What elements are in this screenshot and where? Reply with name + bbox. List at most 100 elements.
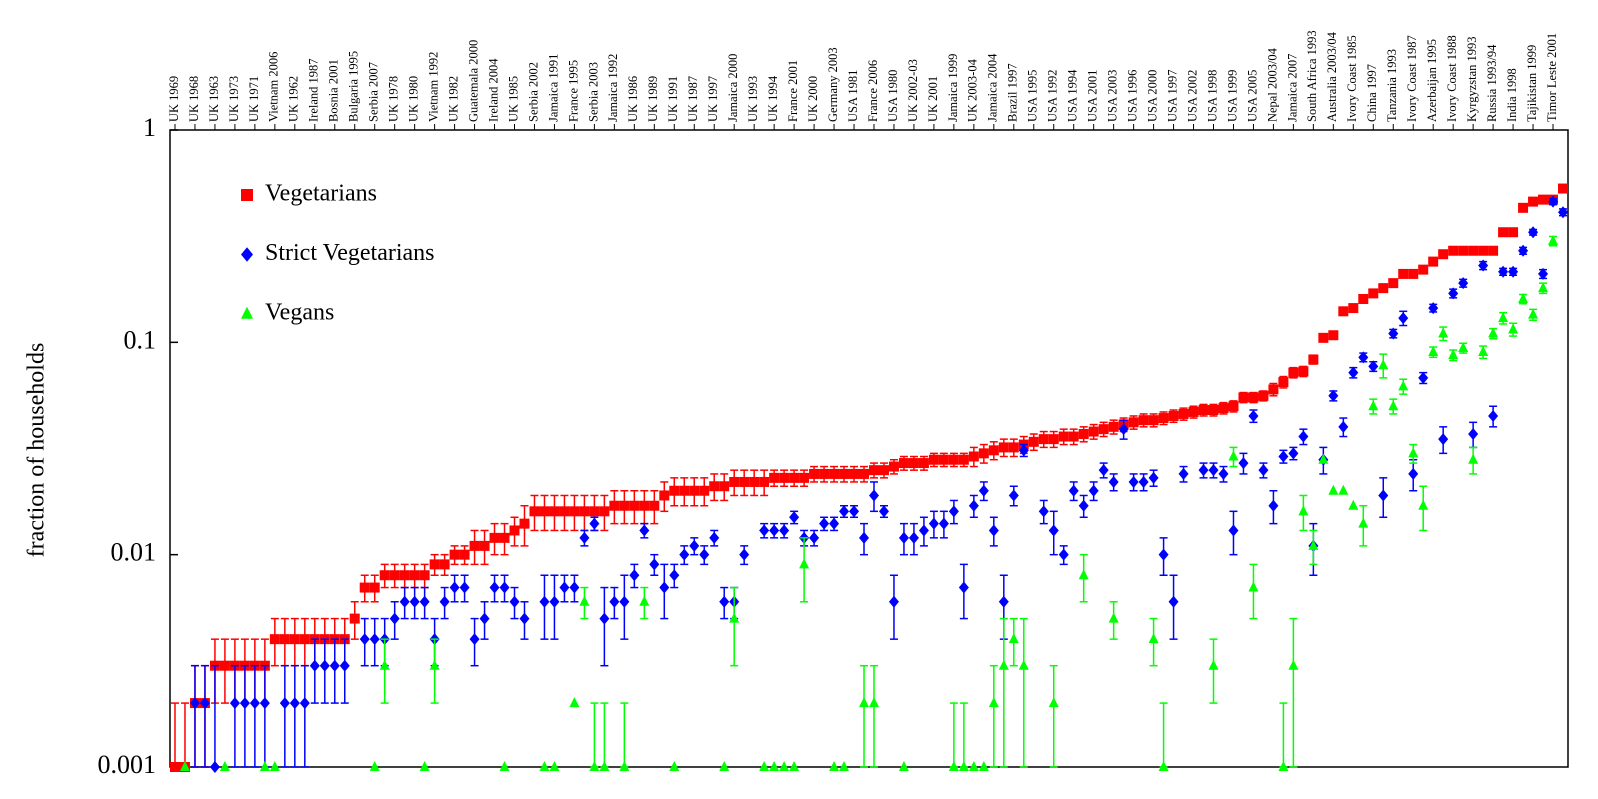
data-point [459,549,470,560]
data-point [839,761,850,771]
data-point [1048,697,1059,708]
data-point [459,581,470,594]
data-point [219,761,230,771]
data-point [1378,489,1389,502]
data-point [1508,323,1519,334]
x-tick-label: France 1995 [566,60,580,122]
data-point [1478,245,1489,256]
data-point [769,761,780,771]
x-tick-label: UK 1989 [646,76,660,122]
data-point [519,612,530,625]
data-point [1148,633,1159,644]
x-tick-label: USA 1994 [1066,69,1080,122]
data-point [619,595,630,608]
data-point [1128,417,1139,428]
data-point [399,570,410,581]
x-tick-label: UK 1973 [227,76,241,122]
data-point [1488,327,1499,338]
data-point [579,531,590,544]
data-point [599,506,610,517]
data-point [1438,327,1449,338]
data-point [509,525,520,536]
data-point [239,697,250,710]
data-point [1178,467,1189,480]
data-point [1398,268,1409,279]
data-point [1378,283,1389,294]
data-point [469,633,480,646]
data-point [1468,245,1479,256]
data-point [1248,392,1259,403]
error-bar [240,664,249,768]
data-point [1528,226,1539,239]
data-point [229,697,240,710]
data-point [1258,390,1269,401]
data-point [679,548,690,561]
data-point [978,484,989,497]
x-tick-label: Tanzania 1993 [1385,49,1399,122]
x-tick-label: UK 1968 [187,76,201,122]
x-tick-label: USA 1992 [1046,70,1060,122]
y-axis-label: fraction of households [24,343,50,558]
data-point [1498,227,1509,238]
x-tick-label: UK 2003-04 [966,58,980,122]
data-point [1348,366,1359,379]
data-point [789,511,800,524]
data-point [539,506,550,517]
data-point [918,458,929,469]
data-point [1348,499,1359,510]
x-tick-label: UK 2002-03 [906,59,920,122]
data-point [199,697,210,710]
x-tick-label: UK 1980 [407,76,421,122]
data-point [699,548,710,561]
x-tick-label: Jamaica 2000 [726,54,740,122]
data-point [639,524,650,537]
data-point [1018,444,1029,457]
data-point [379,570,390,581]
data-point [189,697,200,710]
data-point [649,500,660,511]
data-point [339,659,350,672]
data-point [938,517,949,530]
data-point [739,548,750,561]
data-point [878,505,889,518]
data-point [1058,548,1069,561]
data-point [629,500,640,511]
error-bar [170,702,179,768]
x-tick-label: USA 2002 [1185,70,1199,122]
data-point [1298,430,1309,443]
error-bar [210,664,219,768]
data-point [569,506,580,517]
legend-label: Vegans [265,300,334,326]
data-point [1488,245,1499,256]
data-point [309,659,320,672]
data-point [359,582,370,593]
data-point [1228,450,1239,461]
x-tick-label: Ivory Coast 1987 [1405,35,1419,122]
x-tick-label: Guatemala 2000 [466,40,480,122]
data-point [1158,548,1169,561]
data-point [789,761,800,771]
x-tick-label: USA 1999 [1225,70,1239,122]
x-tick-label: USA 1997 [1165,70,1179,122]
data-point [1318,332,1329,343]
data-point [1398,380,1409,391]
x-tick-label: Ivory Coast 1985 [1345,35,1359,122]
x-tick-label: UK 1986 [626,76,640,122]
data-point [1458,342,1469,353]
x-tick-label: USA 1995 [1026,70,1040,122]
data-point [449,549,460,560]
x-tick-label: UK 1987 [686,76,700,122]
x-tick-label: Vietnam 1992 [426,52,440,122]
data-point [369,633,380,646]
data-point [829,468,840,479]
error-bar [380,638,389,704]
x-tick-label: UK 1997 [706,76,720,122]
data-point [779,472,790,483]
x-tick-label: Jamaica 2004 [986,53,1000,122]
data-point [1148,415,1159,426]
data-point [1208,405,1219,416]
x-tick-label: Germany 2003 [826,47,840,122]
data-point [219,660,230,671]
data-point [859,468,870,479]
data-point [439,559,450,570]
